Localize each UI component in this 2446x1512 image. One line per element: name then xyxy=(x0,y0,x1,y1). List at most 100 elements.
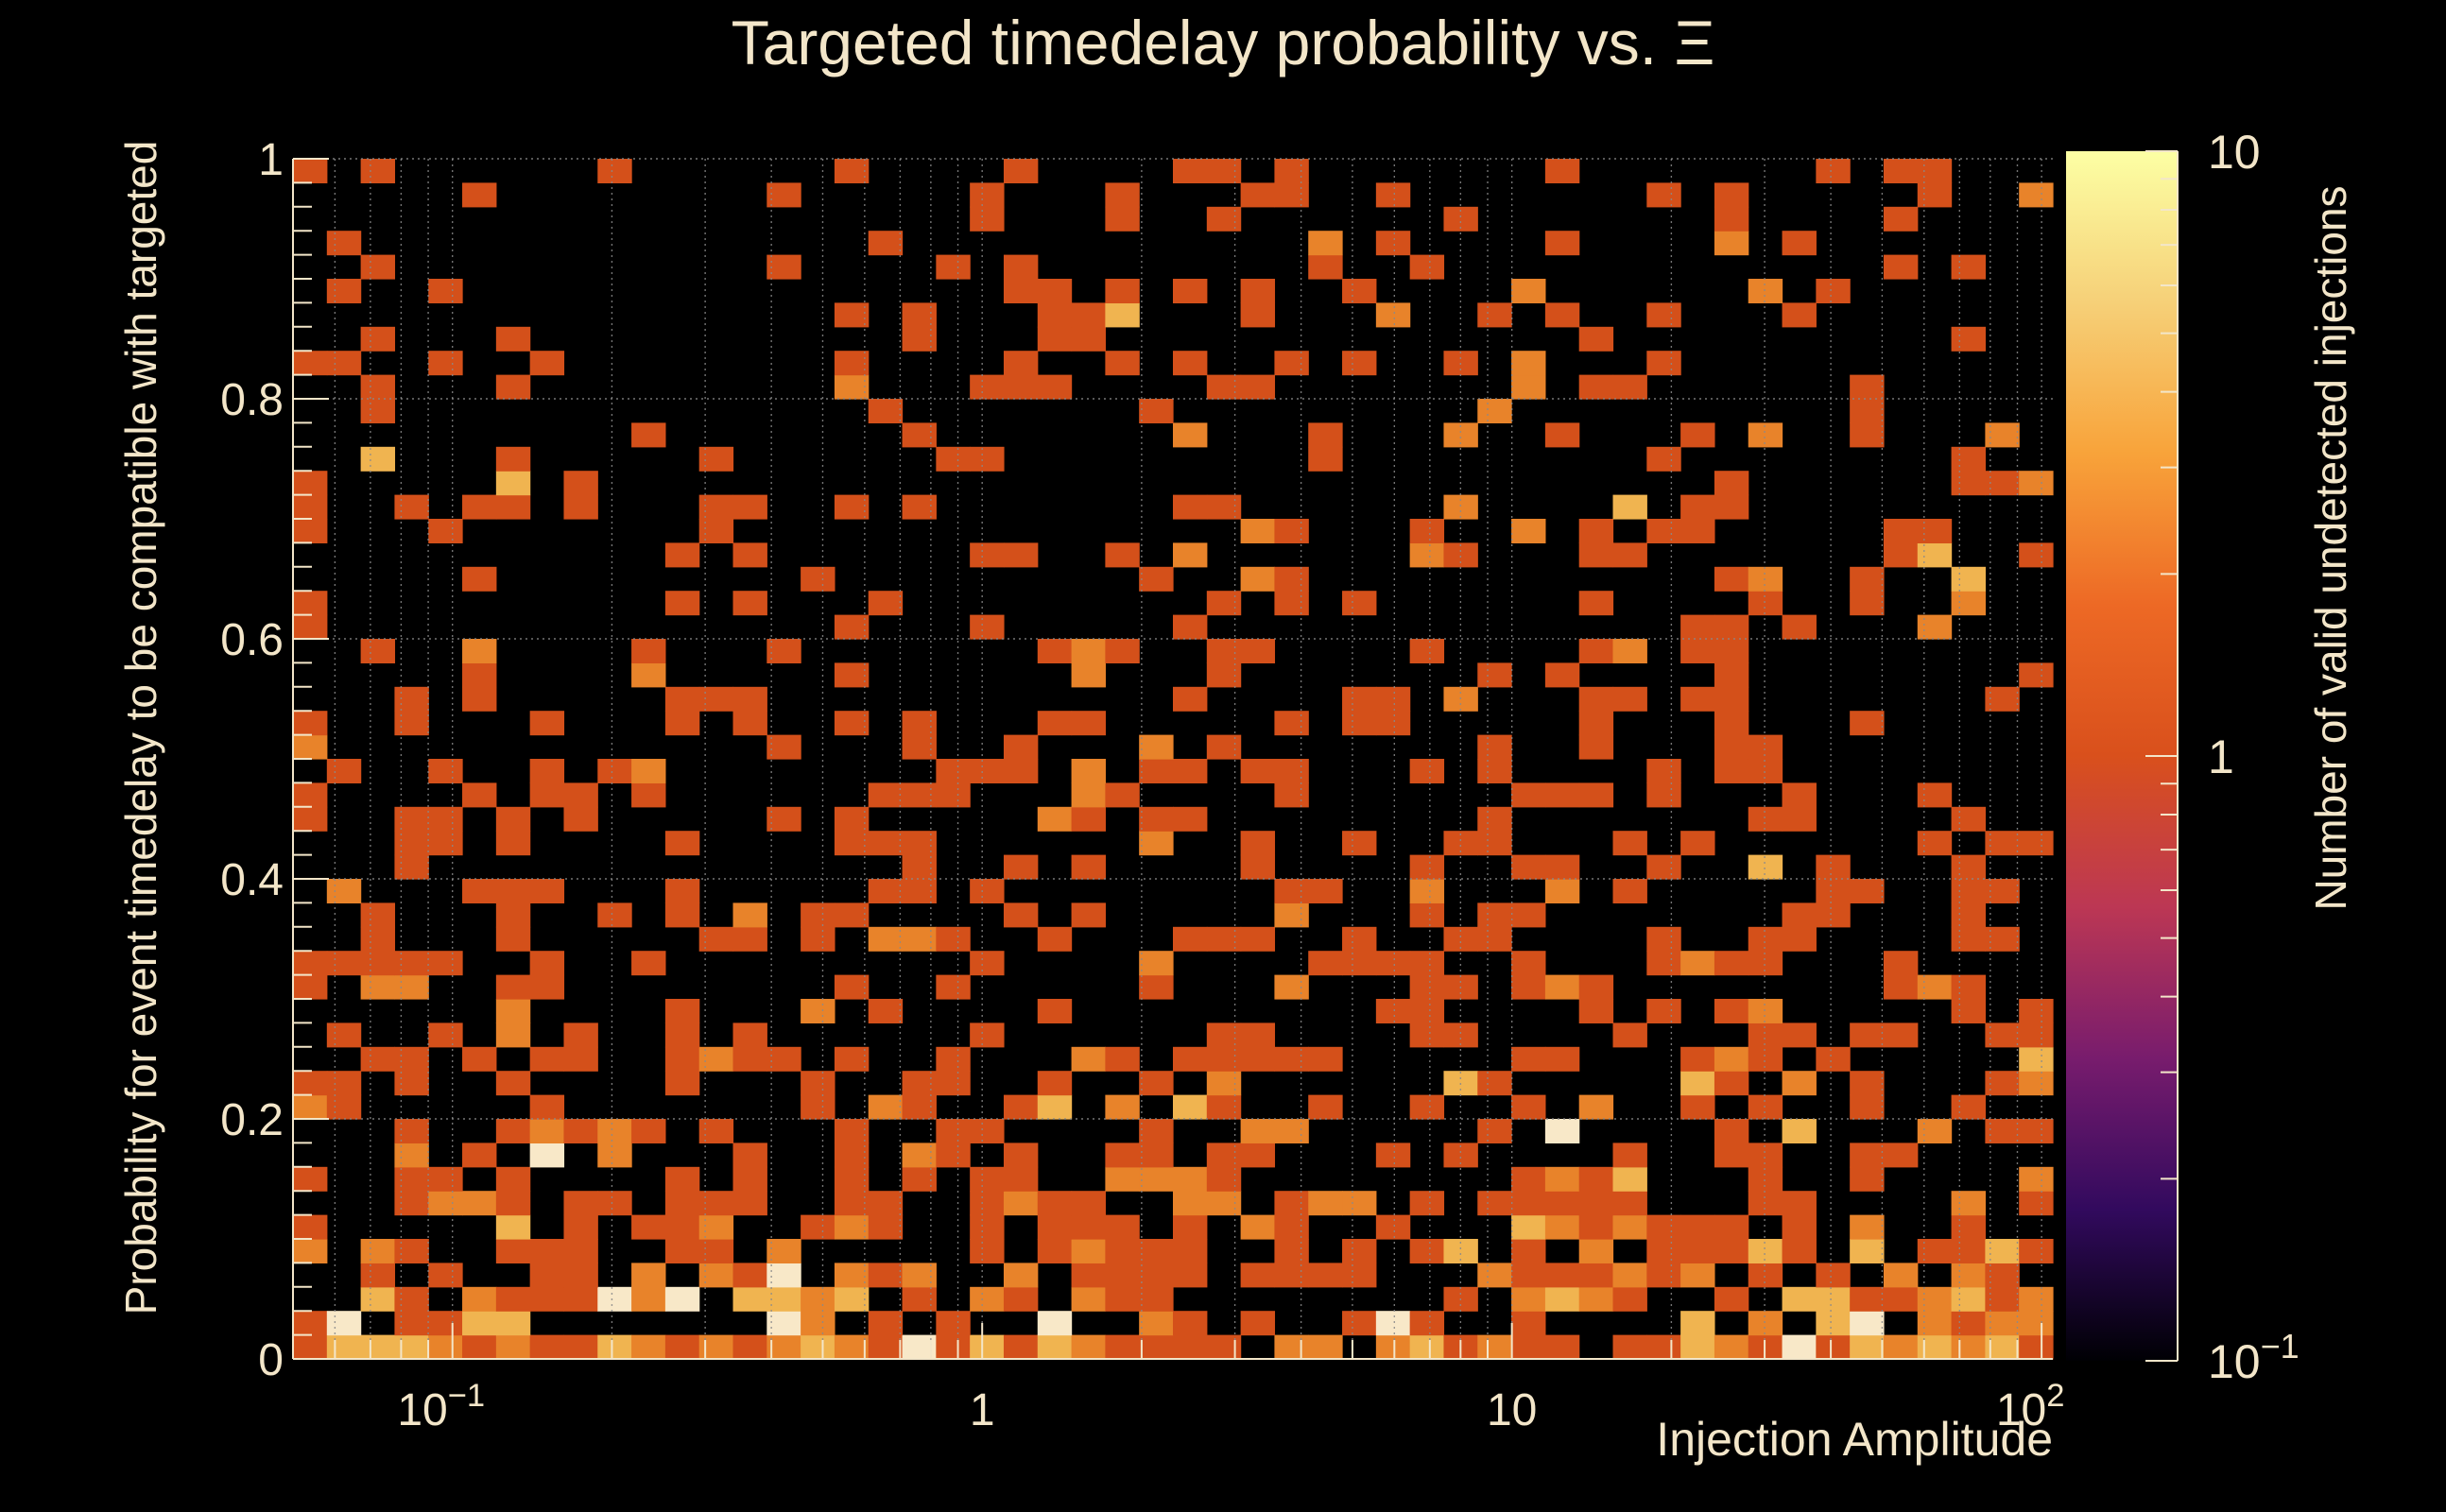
heatmap-cell xyxy=(1206,159,1242,183)
heatmap-cell xyxy=(394,1166,429,1192)
heatmap-cell xyxy=(1037,1334,1073,1360)
heatmap-cell xyxy=(1511,1263,1546,1288)
heatmap-cell xyxy=(360,974,396,1000)
heatmap-cell xyxy=(1951,471,1986,496)
heatmap-cell xyxy=(834,831,870,856)
heatmap-cell xyxy=(1680,614,1715,640)
heatmap-cell xyxy=(1578,1263,1614,1288)
heatmap-cell xyxy=(495,446,531,472)
heatmap-cell xyxy=(936,1046,971,1072)
heatmap-cell xyxy=(1206,1046,1242,1072)
heatmap-cell xyxy=(495,1286,531,1312)
heatmap-cell xyxy=(293,782,328,808)
heatmap-cell xyxy=(428,1022,463,1048)
heatmap-cell xyxy=(1578,1191,1614,1216)
heatmap-cell xyxy=(868,1311,904,1336)
heatmap-cell xyxy=(293,519,328,543)
heatmap-cell xyxy=(1511,351,1546,376)
heatmap-cell xyxy=(1511,1046,1546,1072)
heatmap-cell xyxy=(1680,686,1715,712)
heatmap-cell xyxy=(495,1119,531,1143)
heatmap-cell xyxy=(1850,1094,1885,1120)
heatmap-cell xyxy=(1037,326,1073,352)
heatmap-cell xyxy=(834,1046,870,1072)
heatmap-cell xyxy=(462,1334,497,1360)
heatmap-cell xyxy=(1274,351,1309,376)
heatmap-cell xyxy=(1544,1119,1580,1143)
heatmap-cell xyxy=(801,999,835,1023)
heatmap-cell xyxy=(1782,902,1817,928)
heatmap-cell xyxy=(1206,1334,1242,1360)
heatmap-cell xyxy=(1578,1239,1614,1263)
heatmap-cell xyxy=(1375,182,1411,208)
heatmap-cell xyxy=(394,1071,429,1096)
heatmap-cell xyxy=(1409,902,1445,928)
heatmap-cell xyxy=(2019,1022,2054,1048)
heatmap-cell xyxy=(1850,1022,1885,1048)
heatmap-cell xyxy=(1274,759,1309,783)
heatmap-cell xyxy=(394,1311,429,1336)
heatmap-cell xyxy=(1173,806,1208,832)
heatmap-cell xyxy=(1612,1286,1647,1312)
heatmap-cell xyxy=(1850,1286,1885,1312)
heatmap-cell xyxy=(1206,591,1242,616)
heatmap-cell xyxy=(1409,1311,1445,1336)
heatmap-cell xyxy=(1748,1311,1783,1336)
heatmap-cell xyxy=(1544,1263,1580,1288)
heatmap-cell xyxy=(1139,974,1174,1000)
heatmap-cell xyxy=(293,1239,328,1263)
heatmap-cell xyxy=(326,1022,362,1048)
heatmap-cell xyxy=(1544,1286,1580,1312)
heatmap-cell xyxy=(360,374,396,400)
heatmap-cell xyxy=(801,1286,835,1312)
heatmap-cell xyxy=(1578,686,1614,712)
heatmap-cell xyxy=(1206,374,1242,400)
heatmap-cell xyxy=(1680,1071,1715,1096)
heatmap-cell xyxy=(1646,999,1681,1023)
heatmap-cell xyxy=(1003,159,1039,183)
heatmap-cell xyxy=(631,782,666,808)
heatmap-cell xyxy=(1477,1071,1512,1096)
heatmap-cell xyxy=(563,494,598,520)
heatmap-cell xyxy=(1071,1046,1106,1072)
heatmap-cell xyxy=(631,1119,666,1143)
heatmap-cell xyxy=(293,1334,328,1360)
heatmap-cell xyxy=(1578,999,1614,1023)
heatmap-cell xyxy=(1646,1334,1681,1360)
heatmap-cell xyxy=(1850,1239,1885,1263)
heatmap-cell xyxy=(1680,1046,1715,1072)
heatmap-cell xyxy=(936,1071,971,1096)
heatmap-cell xyxy=(1071,1334,1106,1360)
heatmap-cell xyxy=(2019,1286,2054,1312)
heatmap-cell xyxy=(1240,182,1276,208)
heatmap-cell xyxy=(1714,471,1749,496)
heatmap-cell xyxy=(394,806,429,832)
heatmap-cell xyxy=(394,854,429,880)
heatmap-cell xyxy=(1748,951,1783,976)
heatmap-cell xyxy=(1139,759,1174,783)
heatmap-cell xyxy=(428,806,463,832)
heatmap-cell xyxy=(1511,1286,1546,1312)
heatmap-cell xyxy=(970,542,1005,568)
heatmap-cell xyxy=(1274,1263,1309,1288)
heatmap-cell xyxy=(2019,662,2054,688)
heatmap-cell xyxy=(563,1119,598,1143)
heatmap-cell xyxy=(1240,854,1276,880)
heatmap-cell xyxy=(868,1191,904,1216)
heatmap-cell xyxy=(1139,1334,1174,1360)
heatmap-cell xyxy=(1240,1119,1276,1143)
heatmap-cell xyxy=(834,1263,870,1288)
heatmap-cell xyxy=(1578,974,1614,1000)
heatmap-cell xyxy=(1071,1239,1106,1263)
heatmap-cell xyxy=(1240,566,1276,592)
heatmap-cell xyxy=(1951,446,1986,472)
heatmap-cell xyxy=(1714,686,1749,712)
heatmap-cell xyxy=(1646,519,1681,543)
heatmap-cell xyxy=(936,759,971,783)
heatmap-cell xyxy=(1714,614,1749,640)
heatmap-cell xyxy=(1883,1022,1919,1048)
heatmap-cell xyxy=(801,1094,835,1120)
heatmap-cell xyxy=(1714,759,1749,783)
heatmap-cell xyxy=(1612,1263,1647,1288)
heatmap-cell xyxy=(1714,951,1749,976)
